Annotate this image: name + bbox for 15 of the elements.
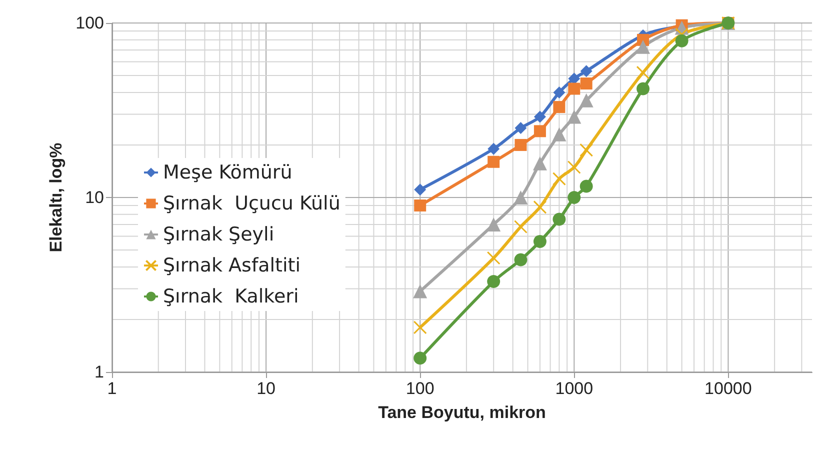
legend-label: Şırnak Şeyli [163,224,274,246]
y-tick-label: 100 [76,14,104,32]
x-tick-label: 10000 [704,379,752,398]
y-tick-label: 10 [85,188,104,207]
legend-label: Meşe Kömürü [163,162,292,184]
x-tick-label: 10 [256,379,276,398]
legend-label: Şırnak Asfaltiti [163,254,301,276]
x-tick-label: 1000 [555,379,594,398]
legend-label: Şırnak Uçucu Külü [163,192,340,214]
y-tick-label: 1 [94,362,104,382]
x-axis-title: Tane Boyutu, mikron [378,403,546,422]
y-axis-title: Elekaltı, log% [46,142,66,252]
legend-label: Şırnak Kalkeri [163,286,299,308]
x-tick-label: 100 [406,379,434,398]
x-tick-label: 1 [107,379,117,398]
